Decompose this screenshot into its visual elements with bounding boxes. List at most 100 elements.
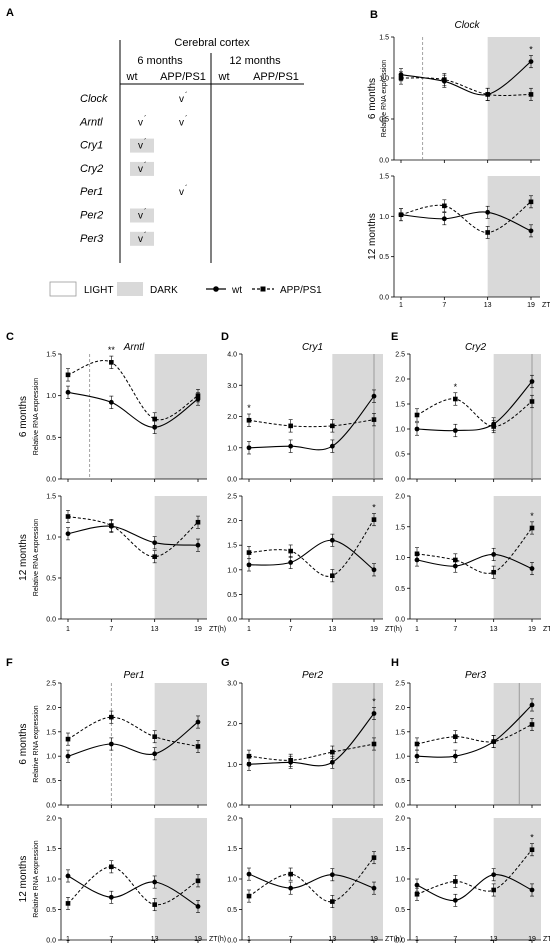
y-tick-label: 0.0 xyxy=(46,803,56,810)
y-tick-label: 0.0 xyxy=(227,617,237,624)
y-tick-label: 1.0 xyxy=(46,877,56,884)
y-tick-label: 1.0 xyxy=(46,535,56,542)
point-wt xyxy=(246,562,252,568)
y-tick-label: 2.0 xyxy=(227,414,237,421)
series-line-wt xyxy=(67,721,199,757)
check-mark-sup: ´ xyxy=(144,161,147,170)
point-wt xyxy=(491,872,497,878)
point-wt xyxy=(152,879,158,885)
y-tick-label: 1.5 xyxy=(395,729,405,736)
dark-phase-region xyxy=(154,683,207,805)
x-tick-label: 7 xyxy=(109,936,113,943)
gene-label-per1: Per1 xyxy=(80,186,103,198)
y-tick-label: 1.5 xyxy=(395,524,405,531)
dark-phase-region xyxy=(332,496,383,619)
point-app-ps1 xyxy=(453,734,458,739)
chart-title: Cry2 xyxy=(465,342,487,353)
y-tick-label: 1.5 xyxy=(227,543,237,550)
point-wt xyxy=(452,897,458,903)
point-app-ps1 xyxy=(246,893,252,899)
legend-wt-label: wt xyxy=(231,285,242,296)
y-tick-label: 2.0 xyxy=(227,518,237,525)
point-app-ps1 xyxy=(529,525,535,531)
chart-title: Cry1 xyxy=(302,342,323,353)
point-app-ps1 xyxy=(152,902,157,907)
legend-dark-swatch xyxy=(117,282,143,296)
point-wt xyxy=(246,761,252,767)
significance-star: * xyxy=(529,44,533,54)
point-app-ps1 xyxy=(529,722,535,727)
check-mark: v xyxy=(138,164,143,175)
check-mark: v xyxy=(179,187,184,198)
x-tick-label: 7 xyxy=(453,936,457,943)
point-wt xyxy=(529,887,535,893)
point-app-ps1 xyxy=(528,199,534,205)
table-header-region: Cerebral cortex xyxy=(174,37,250,49)
legend-light-label: LIGHT xyxy=(84,285,113,296)
y-tick-label: 3.0 xyxy=(227,681,237,688)
point-wt xyxy=(195,904,201,909)
panel-g: G Per2 0.0 1.0 2.0 3.0 * 0.0 0.5 1.0 1.5 2.0 1 7 13 19 Z… xyxy=(221,657,402,945)
x-tick-label: 13 xyxy=(328,936,336,943)
point-wt xyxy=(485,209,491,215)
series-line-wt xyxy=(400,61,532,96)
point-app-ps1 xyxy=(65,736,71,742)
panel-e: E Cry2 0.0 0.5 1.0 1.5 2.0 2.5 * 0.0 0.5 1.0 1.5 2.0 *… xyxy=(391,331,550,633)
point-app-ps1 xyxy=(288,423,293,429)
panel-letter-d: D xyxy=(221,331,229,343)
legend-dark-label: DARK xyxy=(150,285,178,296)
point-app-ps1 xyxy=(491,424,496,429)
point-wt xyxy=(529,702,535,708)
series-line-wt xyxy=(416,553,533,570)
y-tick-label: 0.5 xyxy=(395,907,405,914)
y-tick-label: 0.0 xyxy=(227,803,237,810)
check-mark-sup: ´ xyxy=(144,231,147,240)
y-tick-label: 0.5 xyxy=(379,254,389,261)
point-app-ps1 xyxy=(414,891,420,897)
point-app-ps1 xyxy=(371,741,377,747)
dark-phase-region xyxy=(154,354,207,479)
y-tick-label: 2.5 xyxy=(46,681,56,688)
x-tick-label: 19 xyxy=(528,626,536,633)
x-axis-unit-label: ZT(h) xyxy=(209,626,226,633)
series-line-wt xyxy=(416,381,533,432)
point-app-ps1 xyxy=(442,77,447,82)
dark-phase-region xyxy=(493,354,541,479)
panel-letter-f: F xyxy=(6,657,13,669)
point-wt xyxy=(195,542,201,548)
x-tick-label: 7 xyxy=(453,626,457,633)
point-app-ps1 xyxy=(528,92,534,97)
y-tick-label: 0.5 xyxy=(227,592,237,599)
point-wt xyxy=(329,443,335,449)
point-app-ps1 xyxy=(491,887,496,893)
point-app-ps1 xyxy=(195,393,201,398)
mark-shade xyxy=(130,161,154,176)
point-wt xyxy=(528,228,534,234)
series-line-wt xyxy=(248,539,375,571)
x-tick-label: 1 xyxy=(247,936,251,943)
x-tick-label: 7 xyxy=(289,936,293,943)
point-wt xyxy=(65,389,71,395)
panel-letter-h: H xyxy=(391,657,399,669)
row-label-6-months: 6 months xyxy=(18,396,29,437)
series-line-wt xyxy=(400,211,532,232)
point-app-ps1 xyxy=(195,519,201,525)
y-tick-label: 0.0 xyxy=(46,938,56,944)
y-tick-label: 1.0 xyxy=(46,754,56,761)
panel-letter-g: G xyxy=(221,657,230,669)
series-line-wt xyxy=(248,713,375,767)
y-tick-label: 0.5 xyxy=(379,117,389,124)
legend-app-marker xyxy=(260,286,266,292)
check-mark-sup: ´ xyxy=(185,114,188,123)
series-line-wt xyxy=(416,704,533,758)
x-tick-label: 7 xyxy=(109,626,113,633)
point-wt xyxy=(452,563,458,569)
point-wt xyxy=(414,753,420,759)
point-wt xyxy=(65,531,71,537)
gene-label-cry2: Cry2 xyxy=(80,163,103,175)
x-axis-unit-label: ZT(h) xyxy=(542,302,550,309)
table-col-wt-12: wt xyxy=(218,71,230,83)
y-tick-label: 2.0 xyxy=(395,816,405,823)
gene-label-per3: Per3 xyxy=(80,233,104,245)
x-tick-label: 1 xyxy=(66,936,70,943)
